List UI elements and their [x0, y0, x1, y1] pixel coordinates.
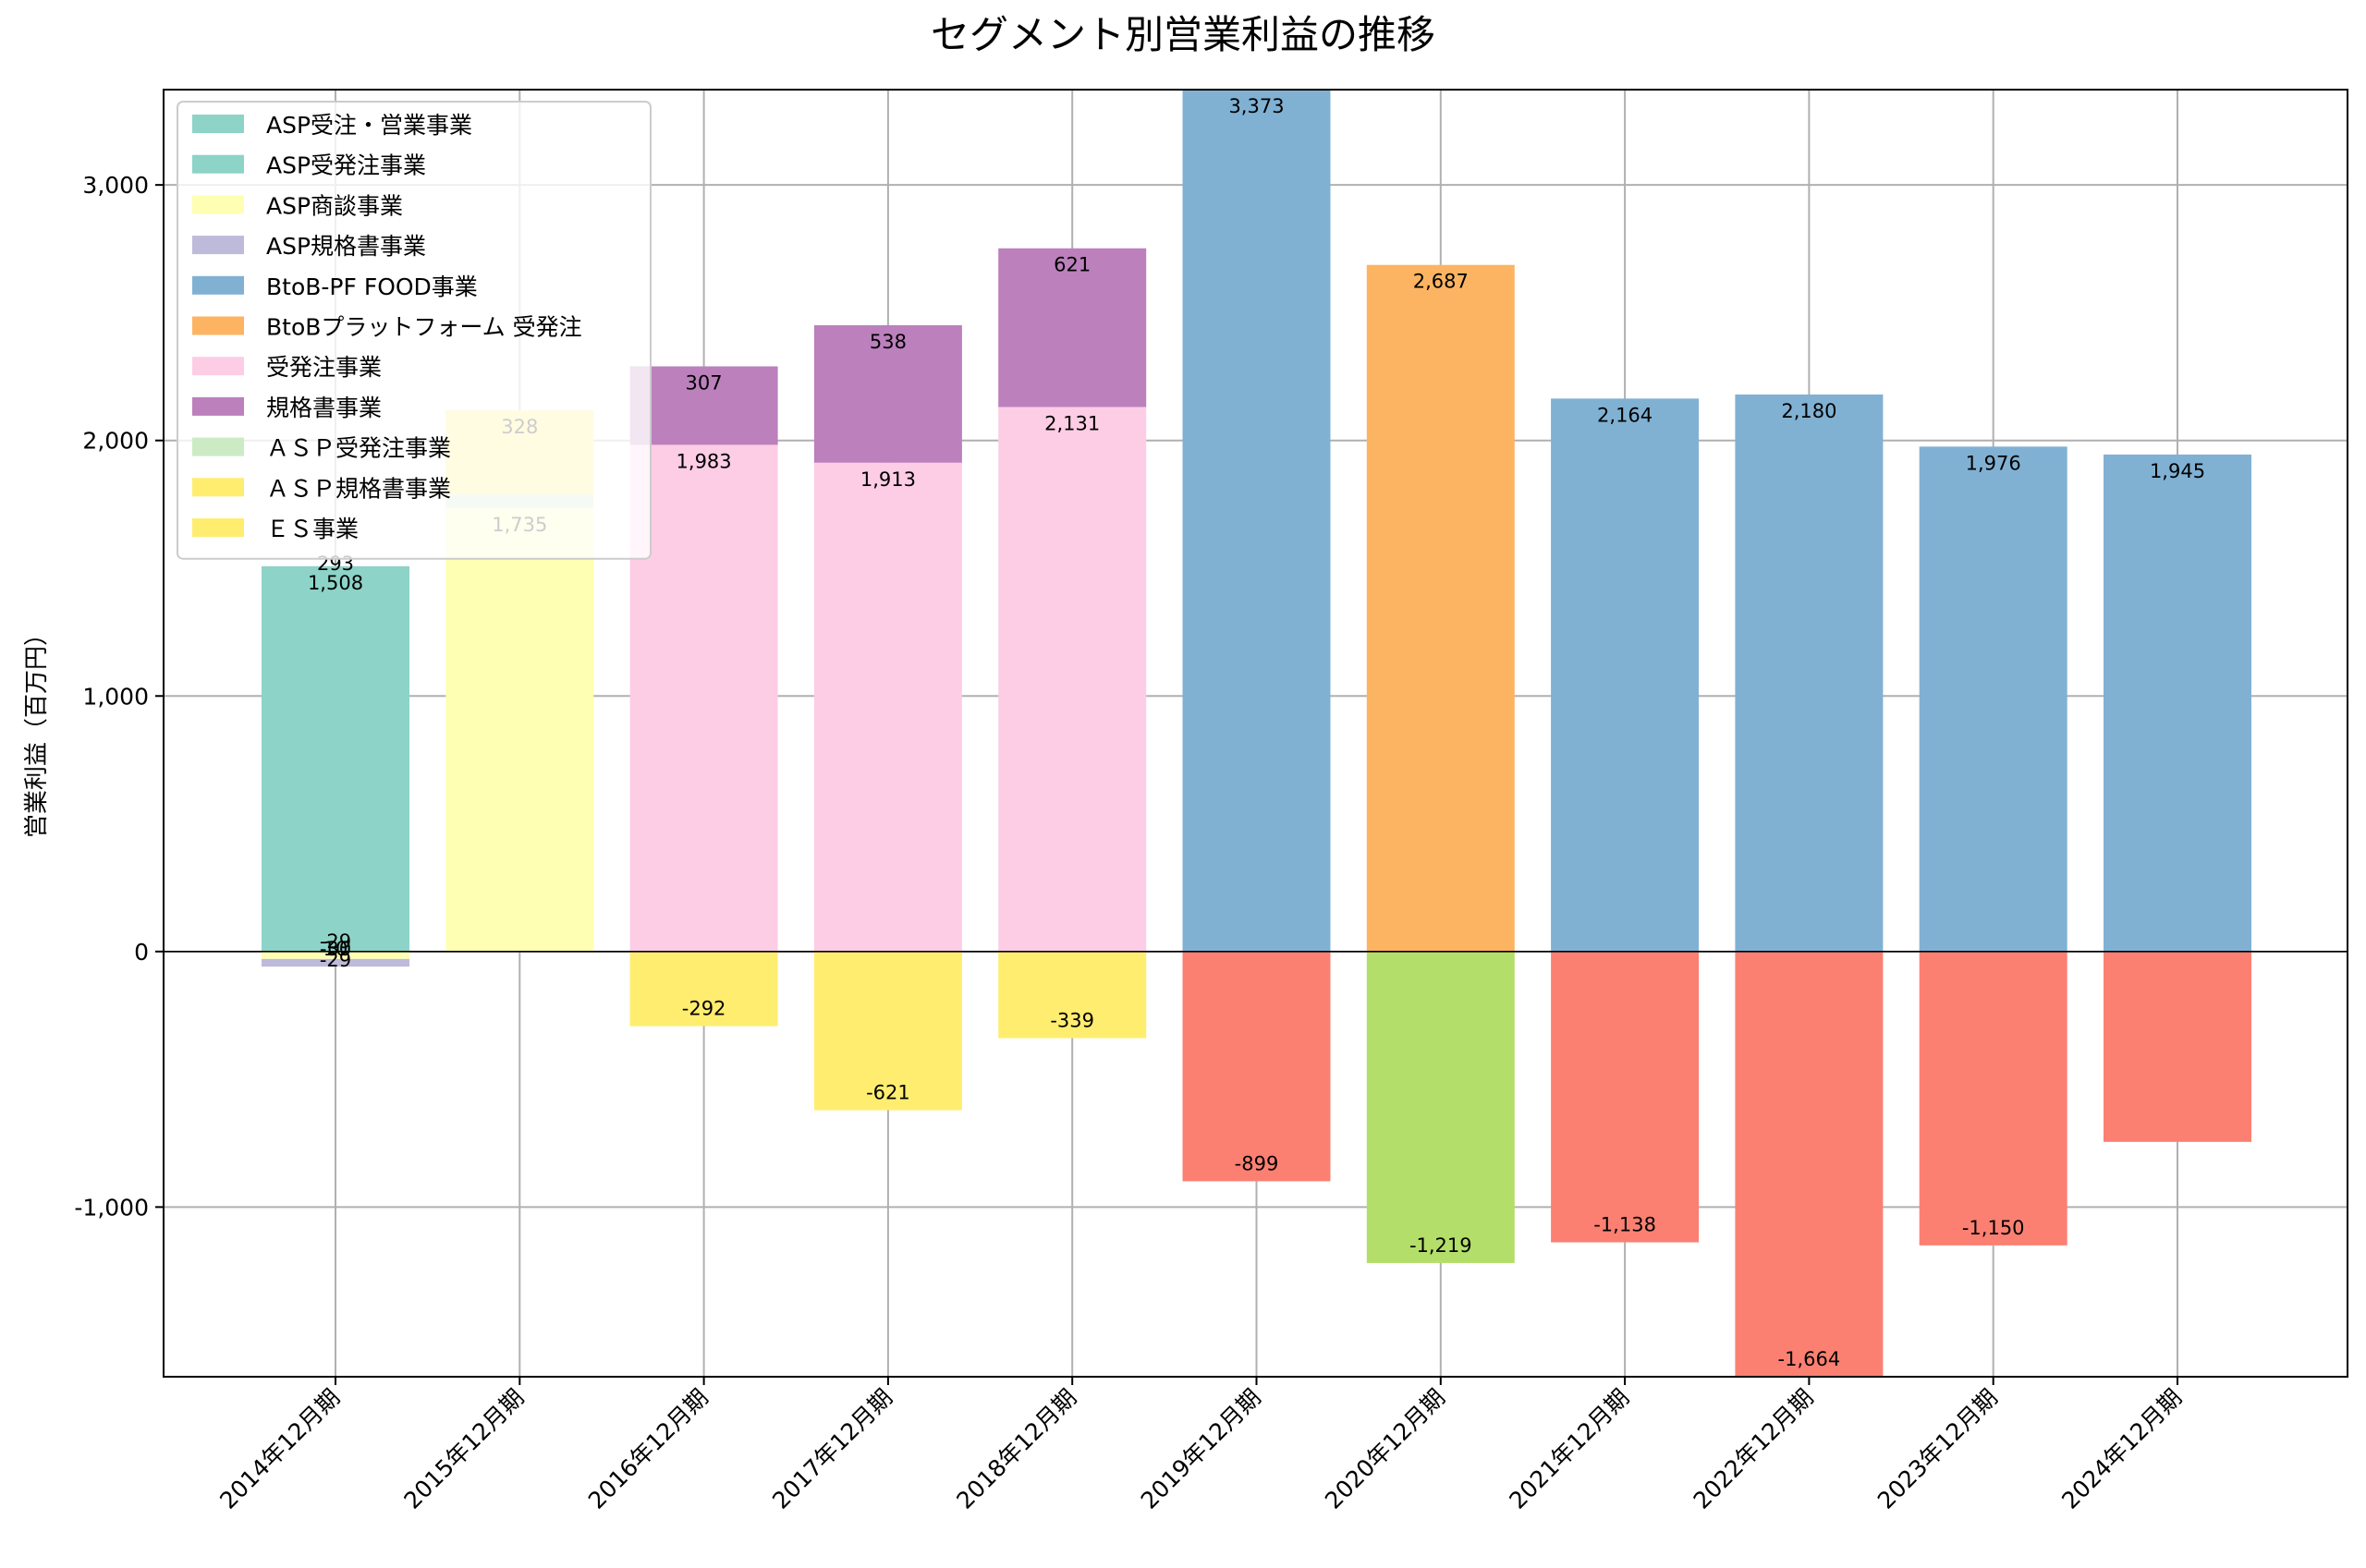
- bar: [1735, 951, 1884, 1377]
- y-tick-label: 3,000: [82, 172, 149, 199]
- bar: [1735, 394, 1884, 952]
- x-tick-label: 2015年12月期: [399, 1384, 530, 1514]
- bar: [1182, 90, 1331, 952]
- bar: [1366, 951, 1515, 1263]
- legend-swatch: [192, 195, 244, 214]
- legend-swatch: [192, 275, 244, 295]
- bar: [998, 951, 1147, 1039]
- x-tick-label: 2023年12月期: [1872, 1384, 2003, 1514]
- x-tick-label: 2017年12月期: [767, 1384, 897, 1514]
- legend-label: ASP規格書事業: [266, 233, 426, 260]
- legend: ASP受注・営業事業 ASP受発注事業 ASP商談事業 ASP規格書事業 BtoB-PF…: [177, 101, 652, 560]
- bar: [813, 324, 962, 463]
- data-label: 1,976: [1966, 452, 2021, 474]
- x-tick-label: 2021年12月期: [1504, 1384, 1634, 1514]
- data-label: -292: [682, 998, 726, 1020]
- legend-label: ＡＳＰ規格書事業: [266, 475, 451, 502]
- bar: [813, 951, 962, 1111]
- legend-swatch: [192, 316, 244, 335]
- x-tick-label: 2018年12月期: [951, 1384, 1081, 1514]
- data-label: -1,219: [1409, 1234, 1472, 1257]
- data-label: -339: [1050, 1010, 1094, 1032]
- data-label: -29: [320, 949, 351, 971]
- data-label: -621: [866, 1082, 910, 1104]
- legend-box: [177, 101, 652, 560]
- bar: [262, 958, 409, 967]
- x-tick-label: 2024年12月期: [2056, 1384, 2187, 1514]
- data-label: 1,945: [2150, 460, 2205, 482]
- bar: [998, 407, 1147, 952]
- data-label: 538: [870, 331, 907, 353]
- bar: [262, 951, 409, 959]
- legend-swatch: [192, 357, 244, 376]
- bars-layer: [262, 90, 2251, 1377]
- bar: [1919, 446, 2067, 952]
- data-label: 2,180: [1781, 400, 1836, 422]
- legend-swatch: [192, 115, 244, 133]
- bar: [998, 248, 1147, 407]
- x-tick-label: 2022年12月期: [1689, 1384, 1819, 1514]
- data-label: 3,373: [1228, 95, 1284, 117]
- bar: [1551, 398, 1700, 952]
- data-label: 1,983: [677, 450, 732, 472]
- legend-swatch: [192, 437, 244, 456]
- legend-label: ASP商談事業: [266, 192, 403, 219]
- legend-label: BtoB-PF FOOD事業: [266, 273, 478, 300]
- y-tick-label: -1,000: [74, 1194, 149, 1221]
- y-tick-label: 0: [134, 939, 149, 966]
- data-label: 2,164: [1597, 404, 1653, 426]
- y-tick-label: 1,000: [82, 683, 149, 710]
- data-label: -1,664: [1778, 1348, 1841, 1370]
- legend-label: BtoBプラットフォーム 受発注: [266, 314, 582, 341]
- x-tick-label: 2019年12月期: [1136, 1384, 1266, 1514]
- bar: [1551, 951, 1700, 1243]
- legend-swatch: [192, 478, 244, 497]
- legend-label: 受発注事業: [266, 354, 382, 381]
- legend-swatch: [192, 154, 244, 174]
- data-label: 1,508: [308, 572, 363, 594]
- bar: [629, 366, 778, 445]
- data-label: 2,131: [1044, 412, 1100, 434]
- legend-swatch: [192, 236, 244, 255]
- legend-label: 規格書事業: [266, 395, 382, 421]
- data-label: 621: [1054, 254, 1091, 276]
- bar: [1366, 264, 1515, 952]
- bar: [2104, 454, 2251, 952]
- bar: [629, 444, 778, 952]
- data-label: -30: [320, 938, 351, 960]
- legend-swatch: [192, 518, 244, 537]
- data-label: -1,150: [1962, 1217, 2025, 1239]
- legend-label: ＥＳ事業: [266, 516, 359, 542]
- x-tick-label: 2014年12月期: [214, 1384, 345, 1514]
- bar: [445, 507, 594, 952]
- legend-swatch: [192, 396, 244, 416]
- bar: [2104, 951, 2251, 1142]
- legend-label: ASP受注・営業事業: [266, 112, 472, 139]
- data-label: 307: [686, 372, 723, 395]
- x-tick-label: 2020年12月期: [1320, 1384, 1450, 1514]
- bar: [1919, 951, 2067, 1246]
- data-label: 1,913: [860, 468, 916, 491]
- data-label: -1,138: [1593, 1214, 1656, 1236]
- data-label: -29: [320, 930, 351, 953]
- bar: [1182, 951, 1331, 1182]
- data-label: 10: [323, 938, 348, 960]
- bar: [262, 565, 409, 952]
- chart-title: セグメント別営業利益の推移: [931, 12, 1435, 57]
- bar: [813, 462, 962, 952]
- legend-label: ＡＳＰ受発注事業: [266, 435, 451, 462]
- y-tick-label: 2,000: [82, 428, 149, 455]
- data-label: 2,687: [1413, 271, 1469, 293]
- bar: [629, 951, 778, 1027]
- x-tick-label: 2016年12月期: [583, 1384, 713, 1514]
- legend-label: ASP受発注事業: [266, 152, 426, 179]
- data-label: -899: [1235, 1152, 1279, 1174]
- y-axis-label: 営業利益（百万円）: [23, 622, 51, 838]
